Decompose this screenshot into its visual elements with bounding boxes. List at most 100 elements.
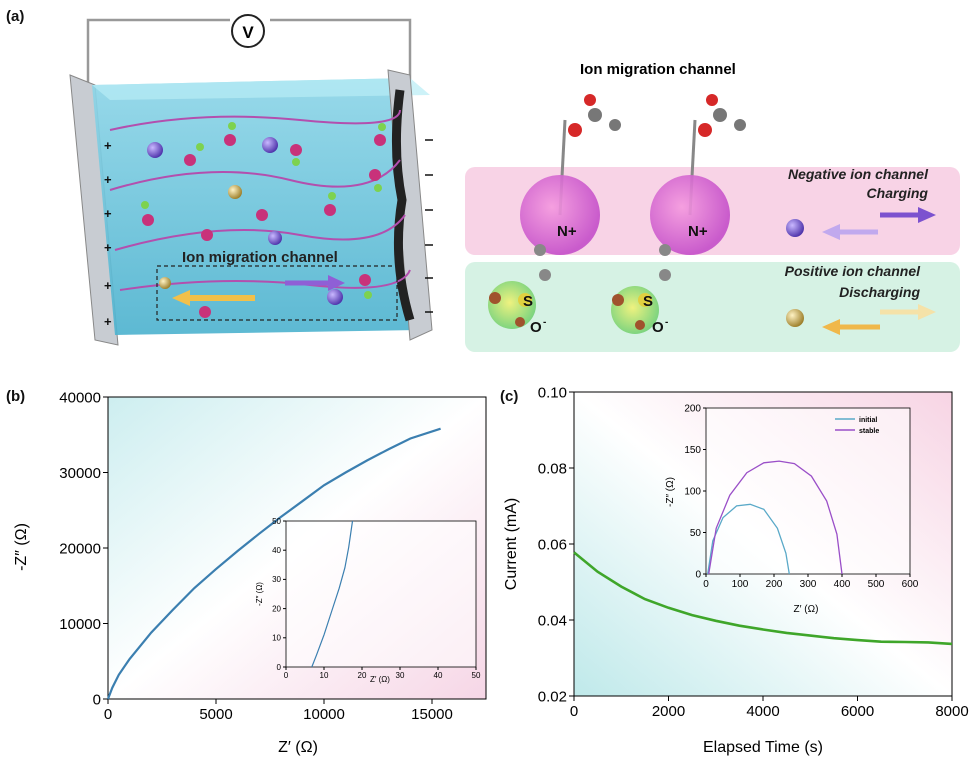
x-tick-label: 10000: [303, 706, 345, 723]
plus-sign: +: [104, 278, 112, 293]
y-tick-label: 0: [93, 691, 101, 708]
y-tick-label: 20: [272, 604, 281, 613]
n-plus-label: N+: [688, 223, 708, 240]
minus-signs: [425, 139, 433, 313]
right-title: Ion migration channel: [580, 61, 736, 78]
y-tick-label: 0.04: [538, 612, 567, 629]
y-tick-label: 40000: [59, 389, 101, 406]
y-tick-label: 10000: [59, 616, 101, 633]
electrolyte: [92, 78, 420, 335]
left-electrode: [69, 74, 119, 346]
right-electrode-film: [391, 89, 415, 322]
y-tick-label: 40: [272, 546, 281, 555]
c-inset-axes: 0 100 200 300 400 500 600 0 50 100 150 200: [684, 404, 918, 591]
inset-y-label: -Z″ (Ω): [255, 582, 264, 606]
panel-a-illustration: V Ion migration channel: [69, 14, 960, 352]
legend-stable: stable: [859, 428, 879, 435]
x-axis-label: Z′ (Ω): [278, 739, 318, 756]
x-tick-label: 2000: [652, 703, 685, 720]
inset-series-line: [311, 520, 354, 668]
x-tick-label: 300: [800, 579, 817, 590]
y-tick-label: 0.06: [538, 536, 567, 553]
anion-icon: [786, 219, 804, 237]
y-tick-label: 100: [684, 487, 701, 498]
inset-frame: [285, 520, 477, 668]
panel-label-a: (a): [6, 8, 25, 25]
x-axis-label: Elapsed Time (s): [703, 739, 823, 756]
series-initial: [707, 503, 790, 575]
o-label: O: [530, 319, 542, 336]
b-inset-axes: 0 10 20 30 40 50 0 10 20 30 40 50: [272, 517, 481, 680]
y-tick-label: 0.02: [538, 688, 567, 705]
negative-channel-label: Negative ion channel: [788, 166, 929, 182]
o-minus-sup: -: [665, 317, 668, 328]
s-label: S: [643, 293, 653, 310]
x-tick-label: 50: [472, 671, 481, 680]
x-tick-label: 5000: [199, 706, 232, 723]
y-tick-label: 0: [695, 570, 701, 581]
x-tick-label: 0: [703, 579, 709, 590]
o-label: O: [652, 319, 664, 336]
s-label: S: [523, 293, 533, 310]
inset-x-label: Z′ (Ω): [370, 675, 390, 684]
positive-channel-label: Positive ion channel: [785, 263, 921, 279]
o-minus-sup: -: [543, 317, 546, 328]
y-tick-label: 0: [277, 663, 282, 672]
charging-arrow-icon: [918, 207, 936, 223]
panel-label-b: (b): [6, 388, 26, 405]
x-tick-label: 0: [284, 671, 289, 680]
x-tick-label: 600: [902, 579, 919, 590]
ions: [141, 122, 386, 318]
plus-sign: +: [104, 138, 112, 153]
plus-sign: +: [104, 206, 112, 221]
channel-box: [156, 265, 398, 321]
x-tick-label: 6000: [841, 703, 874, 720]
y-tick-label: 10: [272, 634, 281, 643]
molecule-2: [611, 94, 746, 334]
y-tick-label: 200: [684, 404, 701, 415]
x-tick-label: 0: [570, 703, 578, 720]
n-plus-label: N+: [557, 223, 577, 240]
x-tick-label: 10: [320, 671, 329, 680]
voltmeter-label: V: [242, 23, 254, 42]
plus-sign: +: [104, 240, 112, 255]
x-tick-label: 20: [358, 671, 367, 680]
x-tick-label: 100: [732, 579, 749, 590]
y-tick-label: 50: [690, 528, 702, 539]
x-tick-label: 15000: [411, 706, 453, 723]
plus-sign: +: [104, 172, 112, 187]
cation-icon: [786, 309, 804, 327]
channel-label: Ion migration channel: [182, 249, 338, 266]
y-axis-label: -Z″ (Ω): [13, 523, 30, 571]
discharging-label: Discharging: [839, 284, 920, 300]
legend-initial: initial: [859, 417, 877, 424]
series-line: [106, 427, 441, 700]
inset-x-label: Z′ (Ω): [794, 604, 819, 615]
y-tick-label: 50: [272, 517, 281, 526]
plus-sign: +: [104, 314, 112, 329]
y-tick-label: 20000: [59, 540, 101, 557]
y-tick-label: 0.10: [538, 384, 567, 401]
inset-y-label: -Z″ (Ω): [665, 477, 676, 507]
x-tick-label: 400: [834, 579, 851, 590]
x-tick-label: 500: [868, 579, 885, 590]
panel-label-c: (c): [500, 388, 519, 405]
series-stable: [708, 460, 843, 575]
discharging-arrow-icon: [822, 319, 840, 335]
charging-label: Charging: [867, 185, 929, 201]
n-plus-sphere: [520, 175, 600, 255]
molecule-1: [488, 94, 621, 329]
inset-series: [707, 460, 843, 575]
x-tick-label: 200: [766, 579, 783, 590]
y-tick-label: 30: [272, 575, 281, 584]
x-tick-label: 4000: [746, 703, 779, 720]
voltmeter-icon: [231, 14, 265, 48]
series-line: [573, 551, 953, 646]
x-tick-label: 30: [396, 671, 405, 680]
y-tick-label: 0.08: [538, 460, 567, 477]
x-tick-label: 8000: [935, 703, 968, 720]
